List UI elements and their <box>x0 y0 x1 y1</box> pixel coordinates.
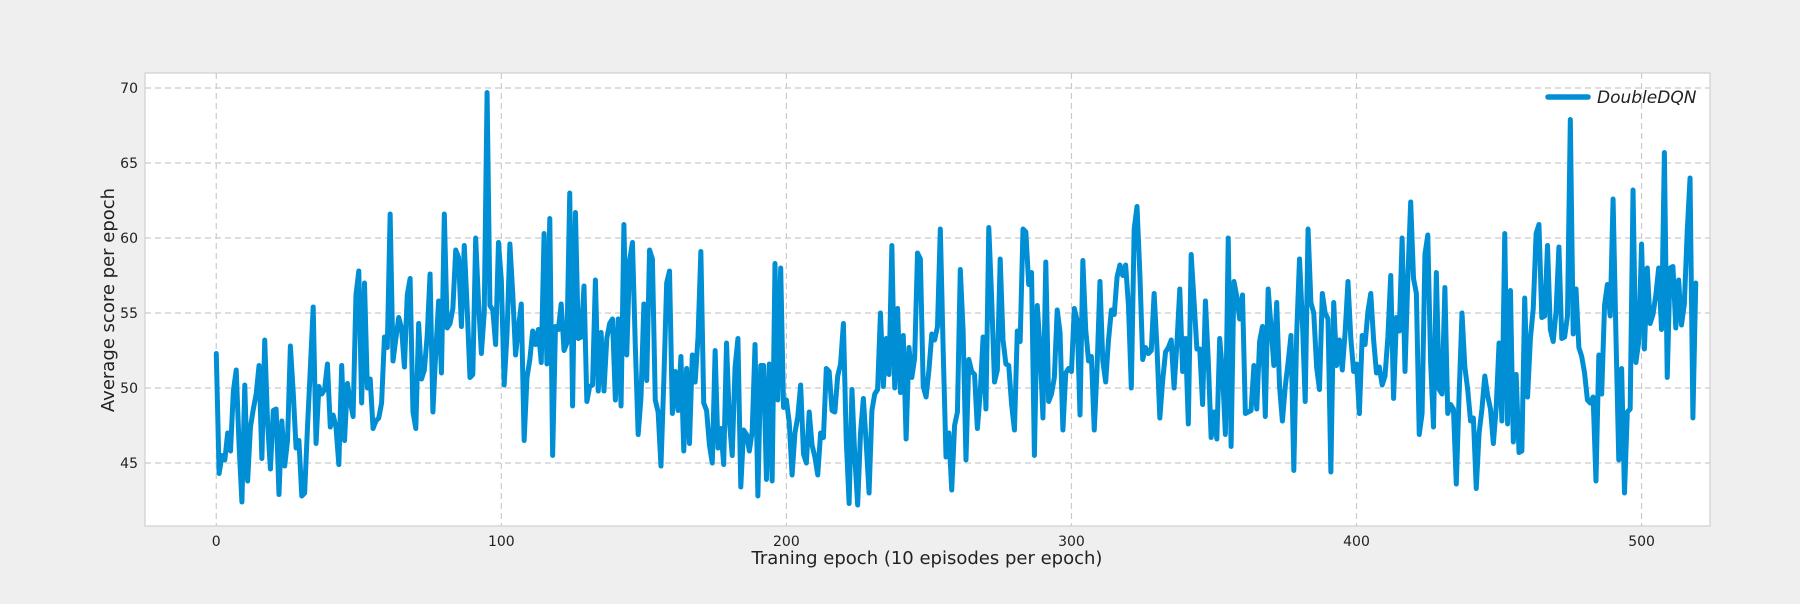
x-axis-label: Traning epoch (10 episodes per epoch) <box>751 548 1103 569</box>
y-tick-label: 45 <box>120 456 138 472</box>
x-tick-label: 100 <box>488 534 515 550</box>
y-tick-label: 50 <box>120 381 138 397</box>
x-tick-label: 300 <box>1058 534 1085 550</box>
y-tick-label: 55 <box>120 306 138 322</box>
x-tick-label: 500 <box>1628 534 1655 550</box>
y-axis-label: Average score per epoch <box>98 188 119 412</box>
legend: DoubleDQN <box>1545 88 1697 108</box>
y-tick-label: 65 <box>120 156 138 172</box>
x-tick-label: 400 <box>1343 534 1370 550</box>
series-layer <box>213 90 1699 508</box>
tick-labels: 0 100 200 300 400 500 45 50 55 60 65 70 <box>120 81 1655 550</box>
y-tick-label: 60 <box>120 231 138 247</box>
x-tick-label: 0 <box>212 534 221 550</box>
legend-label-doubledqn: DoubleDQN <box>1597 88 1697 108</box>
series-line-doubledqn <box>213 90 1699 508</box>
x-tick-label: 200 <box>773 534 800 550</box>
y-tick-label: 70 <box>120 81 138 97</box>
